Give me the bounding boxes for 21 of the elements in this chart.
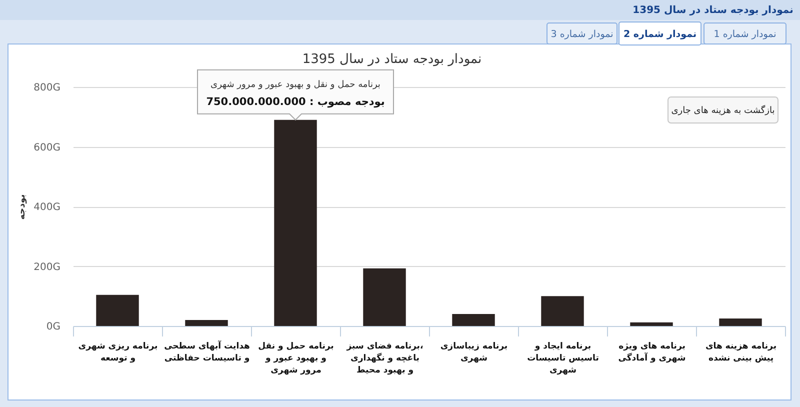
text: نمودار شماره 3: [550, 29, 614, 40]
text: نمودار بودجه ستاد در سال 1395: [632, 5, 794, 16]
text: نمودار شماره 2: [623, 29, 697, 40]
annotation: برنامه حمل و نقل و بهبود عبور و مرور شهری بودجه مصوب : 750.000.000.000: [206, 80, 385, 108]
x-tick-label: برنامه ایجاد و تاسیس تاسیسات شهری: [527, 342, 599, 376]
y-axis-title: بودجه: [18, 194, 28, 220]
x-tick-label: برنامه هزینه های پیش بینی نشده: [705, 342, 777, 364]
y-tick-label: 0G: [46, 322, 60, 332]
y-tick-label: 800G: [34, 82, 60, 94]
x-tick-label: هدایت آبهای سطحی و تاسیسات حفاظتی: [164, 340, 250, 364]
y-tick-label: 600G: [34, 142, 60, 154]
x-tick-label: برنامه فضای سبز، باغچه و نگهداری و بهبود محیط: [346, 342, 424, 376]
y-tick-label: 200G: [34, 262, 60, 273]
x-tick-label: برنامه های ویژه شهری و آمادگی: [618, 342, 686, 364]
y-tick-label: 400G: [34, 202, 60, 213]
chart-title: نمودار بودجه ستاد در سال 1395: [302, 52, 482, 67]
annotation: بازگشت به هزینه های جاری: [671, 104, 775, 116]
text: نمودار شماره 1: [714, 29, 776, 40]
x-tick-label: برنامه حمل و نقل و بهبود عبور و مرور شهری: [258, 342, 334, 376]
x-tick-label: برنامه ریزی شهری و توسعه: [78, 342, 158, 364]
x-tick-label: برنامه زیباسازی شهری: [440, 342, 508, 364]
